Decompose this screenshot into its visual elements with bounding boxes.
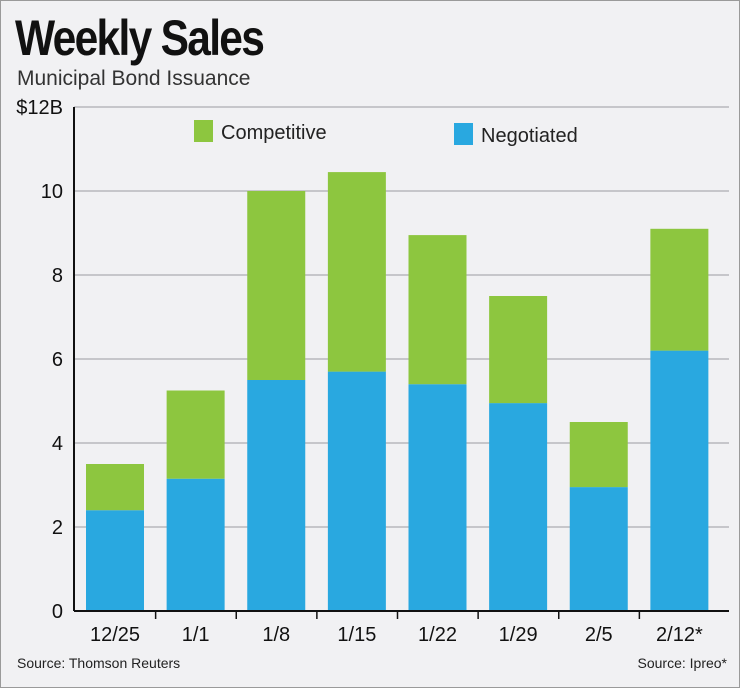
x-tick-label: 2/12* (656, 624, 703, 646)
bar-competitive-2/5 (569, 422, 628, 488)
bar-negotiated-2/12* (650, 350, 709, 611)
source-left: Source: Thomson Reuters (17, 655, 181, 671)
y-tick-label: 6 (52, 349, 63, 371)
legend-label-competitive: Competitive (221, 122, 327, 144)
bar-negotiated-1/15 (327, 371, 386, 611)
bar-competitive-1/29 (489, 296, 548, 404)
y-tick-label: 4 (52, 433, 63, 455)
y-tick-label: 2 (52, 517, 63, 539)
bar-negotiated-1/29 (489, 403, 548, 611)
y-tick-label: 0 (52, 601, 63, 623)
chart-subtitle: Municipal Bond Issuance (17, 67, 251, 90)
bar-competitive-12/25 (86, 464, 144, 511)
bar-negotiated-1/8 (247, 380, 306, 611)
chart-title: Weekly Sales (15, 10, 265, 66)
bar-competitive-1/8 (247, 191, 306, 380)
x-tick-label: 1/15 (337, 624, 376, 646)
bar-competitive-2/12* (650, 228, 709, 351)
y-tick-label: 8 (52, 265, 63, 287)
x-tick-label: 2/5 (585, 624, 613, 646)
x-tick-label: 12/25 (90, 624, 140, 646)
x-tick-label: 1/29 (499, 624, 538, 646)
bar-competitive-1/15 (327, 172, 386, 372)
y-tick-label: 10 (41, 181, 63, 203)
legend-swatch-competitive (194, 120, 213, 142)
bar-negotiated-2/5 (569, 487, 628, 611)
legend-swatch-negotiated (454, 123, 473, 145)
bar-negotiated-12/25 (86, 510, 144, 611)
bar-negotiated-1/22 (408, 384, 467, 611)
bar-competitive-1/22 (408, 235, 467, 385)
bar-competitive-1/1 (166, 390, 225, 479)
x-tick-label: 1/1 (182, 624, 210, 646)
x-tick-label: 1/22 (418, 624, 457, 646)
x-tick-label: 1/8 (262, 624, 290, 646)
y-tick-label: $12B (16, 97, 63, 119)
source-right: Source: Ipreo* (637, 655, 728, 671)
legend-label-negotiated: Negotiated (481, 125, 578, 147)
bar-negotiated-1/1 (166, 478, 225, 611)
